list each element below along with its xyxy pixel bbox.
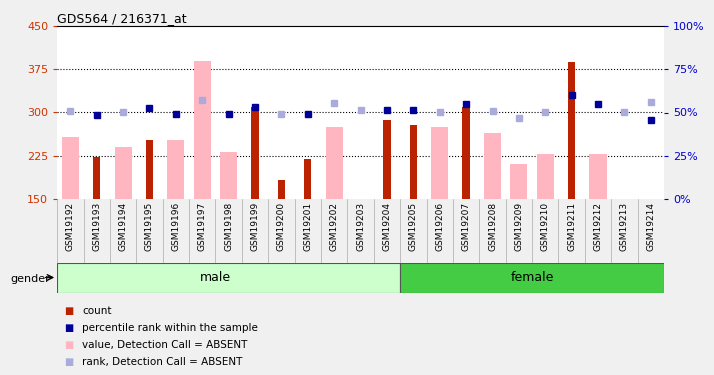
Text: GSM19209: GSM19209: [514, 202, 523, 251]
Bar: [326, 127, 343, 199]
Bar: [304, 159, 311, 199]
Text: male: male: [200, 271, 231, 284]
Text: GSM19202: GSM19202: [330, 202, 338, 251]
Bar: [484, 133, 501, 199]
Text: GSM19211: GSM19211: [567, 202, 576, 251]
Text: ■: ■: [64, 323, 74, 333]
Text: GSM19201: GSM19201: [303, 202, 312, 251]
Text: count: count: [82, 306, 111, 316]
Bar: [220, 152, 237, 199]
Text: value, Detection Call = ABSENT: value, Detection Call = ABSENT: [82, 340, 248, 350]
Text: GSM19203: GSM19203: [356, 202, 365, 251]
Text: rank, Detection Call = ABSENT: rank, Detection Call = ABSENT: [82, 357, 243, 367]
Text: GSM19206: GSM19206: [436, 202, 444, 251]
Bar: [400, 262, 664, 292]
Bar: [114, 147, 131, 199]
Bar: [568, 62, 575, 199]
Bar: [61, 136, 79, 199]
Text: ■: ■: [64, 340, 74, 350]
Bar: [278, 180, 285, 199]
Text: GSM19213: GSM19213: [620, 202, 629, 251]
Text: GSM19198: GSM19198: [224, 202, 233, 251]
Bar: [93, 158, 101, 199]
Bar: [167, 140, 184, 199]
Text: ■: ■: [64, 357, 74, 367]
Text: GSM19207: GSM19207: [462, 202, 471, 251]
Text: GSM19199: GSM19199: [251, 202, 259, 251]
Bar: [463, 107, 470, 199]
Text: GSM19195: GSM19195: [145, 202, 154, 251]
Bar: [383, 120, 391, 199]
Text: GSM19214: GSM19214: [646, 202, 655, 251]
Text: GSM19204: GSM19204: [383, 202, 391, 251]
Text: GSM19210: GSM19210: [540, 202, 550, 251]
Text: GSM19193: GSM19193: [92, 202, 101, 251]
Text: ■: ■: [64, 306, 74, 316]
Text: GSM19196: GSM19196: [171, 202, 181, 251]
Text: GSM19205: GSM19205: [409, 202, 418, 251]
Bar: [537, 154, 554, 199]
Text: female: female: [511, 271, 554, 284]
Text: GDS564 / 216371_at: GDS564 / 216371_at: [57, 12, 187, 25]
Text: GSM19194: GSM19194: [119, 202, 128, 251]
Bar: [57, 262, 400, 292]
Text: GSM19197: GSM19197: [198, 202, 207, 251]
Bar: [146, 140, 154, 199]
Text: percentile rank within the sample: percentile rank within the sample: [82, 323, 258, 333]
Bar: [410, 125, 417, 199]
Text: GSM19212: GSM19212: [593, 202, 603, 251]
Text: GSM19208: GSM19208: [488, 202, 497, 251]
Bar: [251, 107, 258, 199]
Bar: [511, 164, 528, 199]
Bar: [590, 154, 607, 199]
Bar: [431, 127, 448, 199]
Bar: [193, 61, 211, 199]
Text: GSM19192: GSM19192: [66, 202, 75, 251]
Text: gender: gender: [11, 274, 51, 284]
Text: GSM19200: GSM19200: [277, 202, 286, 251]
